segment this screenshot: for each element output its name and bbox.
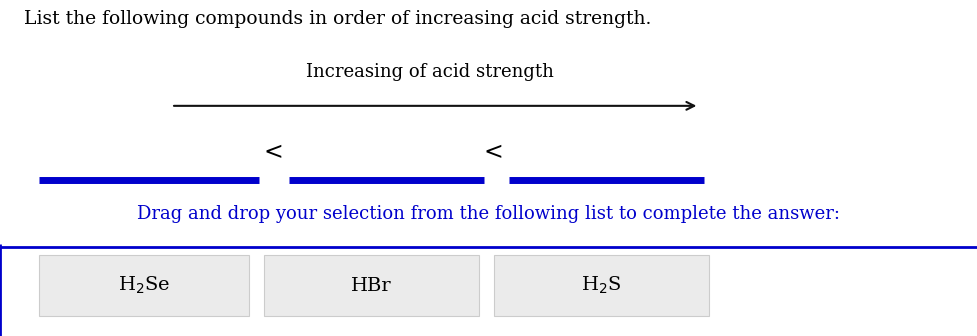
- Text: H$_2$S: H$_2$S: [580, 275, 621, 296]
- FancyBboxPatch shape: [39, 255, 249, 316]
- Text: Increasing of acid strength: Increasing of acid strength: [306, 62, 554, 81]
- FancyBboxPatch shape: [493, 255, 708, 316]
- Text: H$_2$Se: H$_2$Se: [118, 275, 170, 296]
- Text: HBr: HBr: [351, 277, 392, 295]
- FancyBboxPatch shape: [264, 255, 479, 316]
- Text: List the following compounds in order of increasing acid strength.: List the following compounds in order of…: [24, 10, 651, 28]
- Text: <: <: [484, 141, 503, 164]
- Text: Drag and drop your selection from the following list to complete the answer:: Drag and drop your selection from the fo…: [138, 205, 839, 223]
- Text: <: <: [264, 141, 283, 164]
